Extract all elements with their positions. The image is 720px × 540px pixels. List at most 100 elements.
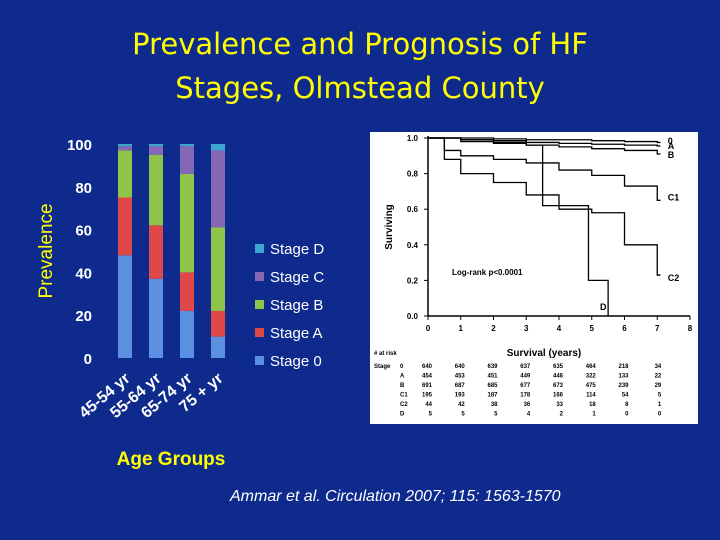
at-risk-stage: 0: [400, 364, 404, 370]
at-risk-stage: D: [400, 412, 405, 418]
survival-curve-0: [428, 137, 661, 144]
y-tick-label: 1.0: [407, 134, 419, 143]
x-axis-label: Survival (years): [507, 348, 582, 359]
at-risk-count: 34: [655, 364, 662, 370]
y-tick-label: 20: [75, 308, 92, 325]
bar-segment-stage-c: [180, 146, 194, 174]
curve-label: 0: [668, 136, 673, 146]
curve-label: C2: [668, 273, 680, 283]
x-tick-label: 2: [491, 324, 496, 333]
at-risk-stage: C2: [400, 402, 408, 408]
x-tick-label: 8: [688, 324, 693, 333]
title-line-2: Stages, Olmstead County: [175, 71, 545, 105]
at-risk-count: 5: [494, 412, 498, 418]
at-risk-header: # at risk: [374, 351, 397, 357]
at-risk-count: 475: [586, 383, 597, 389]
at-risk-count: 464: [586, 364, 597, 370]
at-risk-count: 18: [589, 402, 596, 408]
bar-segment-stage-a: [180, 272, 194, 311]
legend-label: Stage B: [270, 297, 323, 314]
at-risk-count: 33: [556, 402, 563, 408]
y-tick-label: 80: [75, 180, 92, 197]
bar-segment-stage-a: [211, 310, 225, 337]
bar-segment-stage-a: [149, 225, 163, 279]
y-tick-label: 100: [67, 137, 92, 154]
slide-title: Prevalence and Prognosis of HF Stages, O…: [0, 22, 720, 110]
at-risk-count: 36: [524, 402, 531, 408]
curve-label: C1: [668, 193, 680, 203]
at-risk-count: 195: [422, 393, 433, 399]
at-risk-count: 453: [455, 374, 466, 380]
legend-label: Stage A: [270, 325, 323, 342]
y-tick-label: 0.2: [407, 276, 419, 285]
bar-segment-stage-c: [118, 146, 132, 151]
y-tick-label: 0.8: [407, 170, 419, 179]
y-tick-label: 0.6: [407, 205, 419, 214]
legend-label: Stage C: [270, 269, 324, 286]
at-risk-count: 38: [491, 402, 498, 408]
bar-segment-stage-d: [149, 144, 163, 147]
bar-segment-stage-d: [211, 144, 225, 151]
at-risk-count: 133: [618, 374, 629, 380]
legend-swatch: [255, 300, 264, 309]
title-line-1: Prevalence and Prognosis of HF: [132, 27, 588, 61]
x-tick-label: 7: [655, 324, 660, 333]
bar-segment-stage-d: [118, 144, 132, 147]
at-risk-count: 673: [553, 383, 564, 389]
at-risk-count: 178: [520, 393, 531, 399]
bar-segment-stage-c: [211, 150, 225, 228]
bar-segment-stage-0: [180, 310, 194, 358]
at-risk-count: 451: [487, 374, 498, 380]
at-risk-stage: C1: [400, 393, 408, 399]
at-risk-count: 29: [655, 383, 662, 389]
x-tick-label: 6: [622, 324, 627, 333]
x-tick-label: 5: [590, 324, 595, 333]
at-risk-count: 454: [422, 374, 433, 380]
survival-chart-panel: 0.0 0.2 0.4 0.6 0.8 1.0 0 1 2 3 4 5 6 7 8 Surviving Surv…: [370, 132, 698, 424]
bar-segment-stage-b: [149, 154, 163, 226]
bar-segment-stage-a: [118, 197, 132, 256]
y-tick-label: 0: [84, 351, 92, 368]
at-risk-count: 114: [586, 393, 596, 399]
y-axis-label: Surviving: [384, 204, 395, 250]
citation: Ammar et al. Circulation 2007; 115: 1563…: [230, 488, 561, 505]
bar-segment-stage-0: [118, 255, 132, 358]
curve-label: B: [668, 150, 675, 160]
at-risk-count: 193: [455, 393, 466, 399]
bar-segment-stage-b: [118, 150, 132, 198]
y-tick-label: 0.0: [407, 312, 419, 321]
at-risk-count: 2: [560, 412, 564, 418]
at-risk-count: 639: [487, 364, 498, 370]
curve-label: D: [600, 302, 607, 312]
at-risk-count: 166: [553, 393, 564, 399]
y-tick-label: 40: [75, 265, 92, 282]
at-risk-count: 5: [429, 412, 433, 418]
x-axis-label: Age Groups: [117, 449, 226, 470]
y-tick-label: 0.4: [407, 241, 419, 250]
legend-swatch: [255, 328, 264, 337]
at-risk-count: 677: [520, 383, 531, 389]
bar-segment-stage-b: [180, 173, 194, 273]
at-risk-count: 187: [487, 393, 498, 399]
at-risk-count: 8: [625, 402, 629, 408]
at-risk-count: 449: [520, 374, 531, 380]
at-risk-count: 1: [658, 402, 662, 408]
y-tick-label: 60: [75, 223, 92, 240]
at-risk-stage: A: [400, 374, 405, 380]
at-risk-count: 218: [618, 364, 629, 370]
at-risk-count: 22: [655, 374, 662, 380]
survival-km-chart: 0.0 0.2 0.4 0.6 0.8 1.0 0 1 2 3 4 5 6 7 8 Surviving Surv…: [374, 134, 693, 418]
legend-label: Stage 0: [270, 353, 322, 370]
at-risk-count: 640: [422, 364, 433, 370]
survival-curve-d: [428, 137, 609, 316]
at-risk-count: 0: [658, 412, 662, 418]
survival-curve-c1: [428, 137, 661, 201]
at-risk-count: 640: [455, 364, 466, 370]
at-risk-stage: B: [400, 383, 405, 389]
bar-segment-stage-0: [149, 278, 163, 358]
at-risk-count: 1: [592, 412, 596, 418]
at-risk-count: 5: [461, 412, 465, 418]
x-tick-label: 0: [426, 324, 431, 333]
at-risk-count: 687: [455, 383, 466, 389]
